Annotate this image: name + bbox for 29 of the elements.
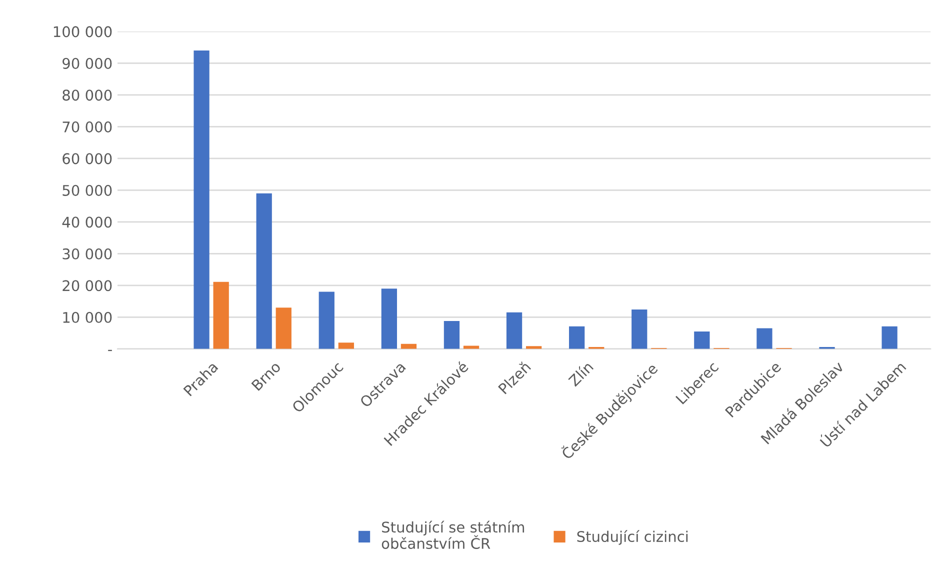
y-tick-label: 20 000 bbox=[62, 280, 112, 292]
y-tick-label: 40 000 bbox=[62, 216, 112, 228]
bar bbox=[381, 288, 398, 349]
bar bbox=[882, 326, 898, 349]
legend-label: Studující cizinci bbox=[577, 530, 688, 545]
y-tick-label: 30 000 bbox=[62, 248, 112, 260]
bar bbox=[194, 50, 210, 349]
y-tick-label: - bbox=[108, 350, 112, 352]
y-tick-label: 50 000 bbox=[62, 184, 112, 196]
x-tick-label: Zlín bbox=[567, 360, 594, 387]
bar bbox=[276, 308, 292, 349]
bar bbox=[694, 331, 710, 349]
bar bbox=[506, 312, 522, 349]
bar bbox=[213, 282, 229, 349]
legend-label: Studující se státním občanstvím ČR bbox=[382, 520, 524, 549]
bar bbox=[756, 328, 772, 349]
bar bbox=[444, 320, 460, 349]
y-tick-label: 80 000 bbox=[62, 90, 112, 101]
y-tick-label: 10 000 bbox=[63, 312, 112, 323]
y-tick-label: 100 000 bbox=[54, 26, 112, 38]
bar bbox=[632, 310, 648, 349]
bar bbox=[569, 326, 585, 349]
bar bbox=[318, 292, 334, 349]
bar bbox=[338, 342, 354, 349]
bar bbox=[463, 346, 480, 349]
y-tick-label: 90 000 bbox=[62, 58, 112, 69]
y-tick-label: 60 000 bbox=[62, 153, 112, 164]
y-tick-label: 70 000 bbox=[62, 121, 112, 132]
bar bbox=[256, 193, 272, 349]
